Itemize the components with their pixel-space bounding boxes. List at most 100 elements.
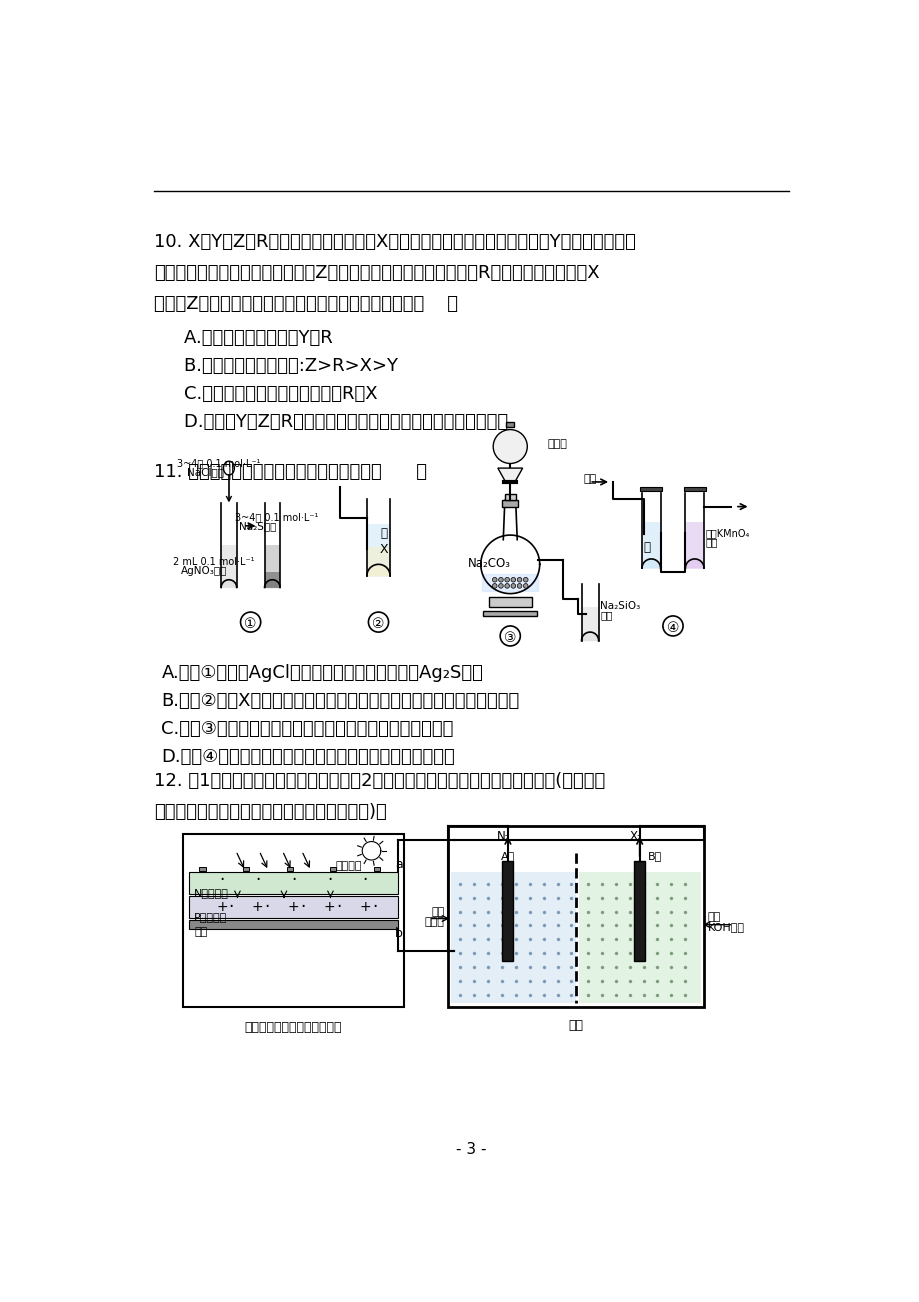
Polygon shape bbox=[641, 522, 660, 568]
Text: KOH溶液: KOH溶液 bbox=[707, 922, 744, 932]
Text: 溶液: 溶液 bbox=[599, 609, 612, 620]
Polygon shape bbox=[367, 525, 390, 575]
Polygon shape bbox=[223, 461, 234, 475]
Text: ·: · bbox=[290, 871, 296, 889]
Text: D.装置④可检验溨乙烷发生消去反应得到的气体中含有乙烯: D.装置④可检验溨乙烷发生消去反应得到的气体中含有乙烯 bbox=[162, 747, 455, 766]
Circle shape bbox=[492, 577, 496, 582]
Polygon shape bbox=[641, 559, 660, 568]
Text: ④: ④ bbox=[666, 621, 678, 635]
Bar bbox=[448, 827, 703, 1006]
Text: 层电子数是次外层电子数的三倍，Z元素化合物的焰色反应呈黄色，R原子的核外电子数是X: 层电子数是次外层电子数的三倍，Z元素化合物的焰色反应呈黄色，R原子的核外电子数是… bbox=[153, 264, 598, 283]
Bar bbox=[579, 872, 700, 1004]
Bar bbox=[183, 833, 403, 1006]
Text: Na₂S溶液: Na₂S溶液 bbox=[239, 521, 276, 531]
Text: a: a bbox=[394, 858, 403, 871]
Text: ·: · bbox=[326, 871, 332, 889]
Circle shape bbox=[505, 577, 509, 582]
Text: 排出液: 排出液 bbox=[424, 917, 444, 927]
Circle shape bbox=[493, 430, 527, 464]
Bar bbox=[640, 487, 662, 491]
Bar bbox=[189, 921, 397, 930]
Bar bbox=[633, 861, 644, 961]
Text: 10. X、Y、Z、R均是短周期主族元素，X元素的一种核素可用于考古断代，Y元素原子中最外: 10. X、Y、Z、R均是短周期主族元素，X元素的一种核素可用于考古断代，Y元素… bbox=[153, 233, 635, 251]
Circle shape bbox=[523, 577, 528, 582]
Text: 隔膜: 隔膜 bbox=[568, 1019, 583, 1032]
Polygon shape bbox=[581, 607, 598, 641]
Bar bbox=[243, 867, 249, 871]
Bar bbox=[189, 896, 397, 918]
Text: 11. 下列关于图中各装置的叙述不正确的是（      ）: 11. 下列关于图中各装置的叙述不正确的是（ ） bbox=[153, 462, 426, 480]
Polygon shape bbox=[265, 546, 279, 587]
Text: 水: 水 bbox=[643, 542, 650, 555]
Polygon shape bbox=[367, 564, 390, 575]
Text: 酸性KMnO₄: 酸性KMnO₄ bbox=[705, 529, 749, 538]
Text: AgNO₃溶液: AgNO₃溶液 bbox=[181, 566, 227, 575]
Polygon shape bbox=[221, 546, 236, 587]
Text: N型半导体: N型半导体 bbox=[194, 888, 229, 898]
Text: ·: · bbox=[219, 871, 224, 889]
Text: B极: B极 bbox=[647, 850, 661, 861]
Text: X: X bbox=[380, 543, 388, 556]
Polygon shape bbox=[265, 572, 279, 587]
Bar bbox=[199, 867, 206, 871]
Polygon shape bbox=[367, 564, 390, 575]
Text: 原子与Z原子的核外电子数之和。下列叙述不正确的是（    ）: 原子与Z原子的核外电子数之和。下列叙述不正确的是（ ） bbox=[153, 294, 458, 312]
Bar bbox=[287, 867, 292, 871]
Text: 尿素: 尿素 bbox=[707, 913, 720, 922]
Text: 3~4滴 0.1 mol·L⁻¹: 3~4滴 0.1 mol·L⁻¹ bbox=[235, 512, 318, 522]
Text: ·: · bbox=[371, 898, 377, 917]
Text: 溶液: 溶液 bbox=[705, 538, 717, 547]
Text: 太阳光子: 太阳光子 bbox=[335, 861, 362, 871]
Text: D.只含有Y、Z、R三种元素的化合物一定既含离子键又含共价键: D.只含有Y、Z、R三种元素的化合物一定既含离子键又含共价键 bbox=[162, 413, 508, 431]
Text: 隔膜仅阻止气体通过，阴、阳极均为惰性电极)。: 隔膜仅阻止气体通过，阴、阳极均为惰性电极)。 bbox=[153, 803, 386, 822]
Text: A极: A极 bbox=[500, 850, 515, 861]
Circle shape bbox=[498, 583, 503, 589]
Text: +: + bbox=[252, 900, 264, 914]
Text: ·: · bbox=[335, 898, 341, 917]
Circle shape bbox=[510, 583, 516, 589]
Text: ·: · bbox=[362, 871, 368, 889]
Text: - 3 -: - 3 - bbox=[456, 1142, 486, 1157]
Text: C.装置③的实验可推断硫、碗、硅三种元素的非金属性强弱: C.装置③的实验可推断硫、碗、硅三种元素的非金属性强弱 bbox=[162, 720, 453, 738]
Polygon shape bbox=[685, 559, 703, 568]
Text: +: + bbox=[323, 900, 335, 914]
Bar bbox=[488, 598, 531, 607]
Polygon shape bbox=[367, 547, 390, 575]
Circle shape bbox=[510, 577, 516, 582]
Polygon shape bbox=[481, 535, 539, 594]
Bar bbox=[373, 867, 380, 871]
Text: 电解: 电解 bbox=[431, 907, 444, 917]
Text: C.氧化物对应的水化物的酸性：R＞X: C.氧化物对应的水化物的酸性：R＞X bbox=[162, 385, 378, 402]
Polygon shape bbox=[581, 631, 598, 641]
Polygon shape bbox=[221, 579, 236, 587]
Circle shape bbox=[492, 583, 496, 589]
Polygon shape bbox=[265, 579, 279, 587]
Text: ③: ③ bbox=[504, 631, 516, 646]
Bar bbox=[482, 611, 537, 616]
Text: B.原子半径的大小顺序:Z>R>X>Y: B.原子半径的大小顺序:Z>R>X>Y bbox=[162, 357, 398, 375]
Text: A.装置①能验证AgCl沉淠可转化为溶解度更小的Ag₂S沉淠: A.装置①能验证AgCl沉淠可转化为溶解度更小的Ag₂S沉淠 bbox=[162, 664, 482, 682]
Text: 3~4滴 0.1 mol·L⁻¹: 3~4滴 0.1 mol·L⁻¹ bbox=[176, 458, 260, 469]
Polygon shape bbox=[362, 841, 380, 861]
Bar bbox=[330, 867, 336, 871]
Text: 2 mL 0.1 mol·L⁻¹: 2 mL 0.1 mol·L⁻¹ bbox=[173, 557, 255, 566]
Text: Na₂SiO₃: Na₂SiO₃ bbox=[599, 600, 640, 611]
Text: NaCl溶液: NaCl溶液 bbox=[187, 467, 224, 478]
Text: +: + bbox=[359, 900, 370, 914]
Text: ·: · bbox=[255, 871, 260, 889]
Text: 12. 图1为光伏并网发电装置示意图。图2为电解尿素的硷性溶液制氢装置示意图(电解池中: 12. 图1为光伏并网发电装置示意图。图2为电解尿素的硷性溶液制氢装置示意图(电… bbox=[153, 772, 605, 790]
Text: ·: · bbox=[300, 898, 305, 917]
Text: +: + bbox=[288, 900, 299, 914]
Text: 稀硫酸: 稀硫酸 bbox=[547, 439, 567, 449]
Circle shape bbox=[498, 577, 503, 582]
Bar bbox=[505, 495, 516, 500]
Text: b: b bbox=[394, 927, 403, 940]
Text: ·: · bbox=[229, 898, 233, 917]
Text: 水: 水 bbox=[380, 527, 387, 540]
Text: 气体: 气体 bbox=[584, 474, 596, 484]
Bar bbox=[683, 487, 705, 491]
Polygon shape bbox=[265, 579, 279, 587]
Polygon shape bbox=[497, 469, 522, 482]
Bar bbox=[189, 872, 397, 894]
Text: P型半导体: P型半导体 bbox=[194, 911, 227, 922]
